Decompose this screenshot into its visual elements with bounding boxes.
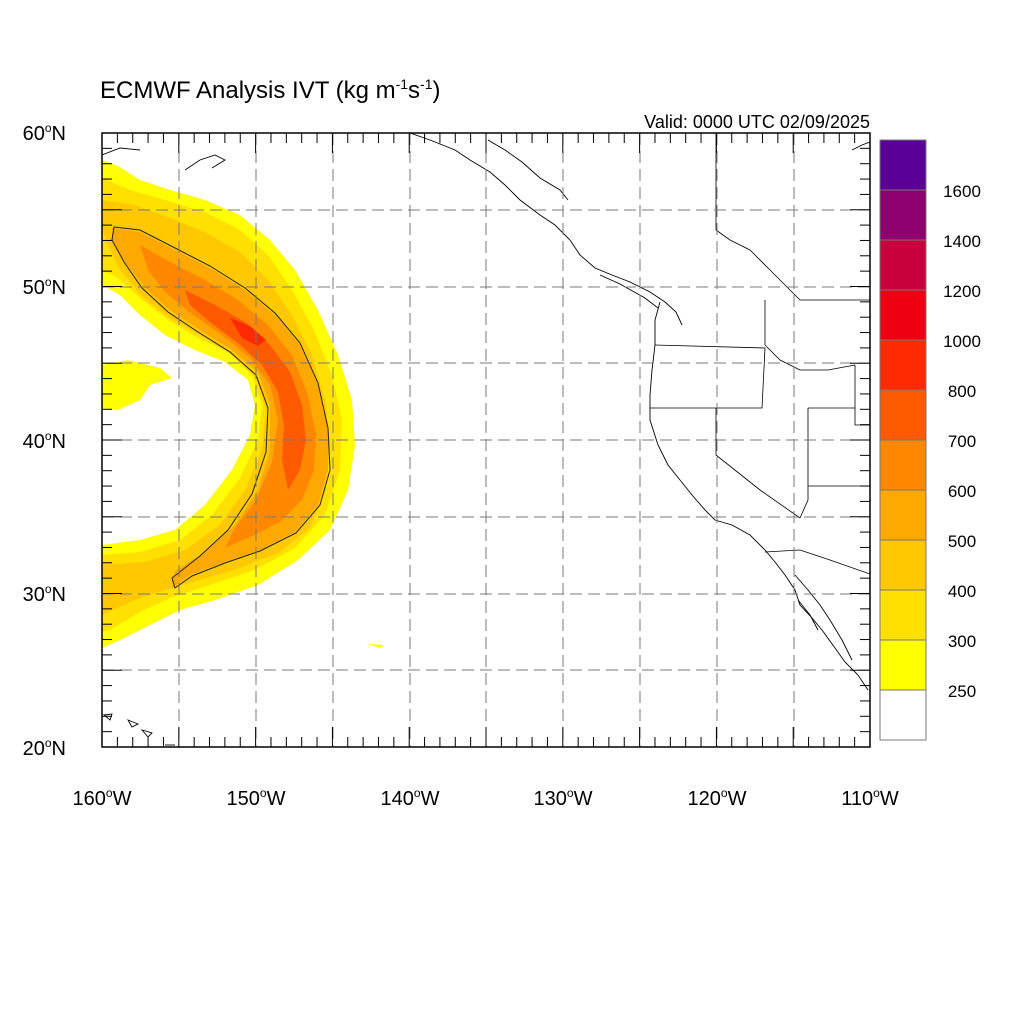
colorbar-box bbox=[879, 589, 927, 641]
colorbar-box bbox=[879, 639, 927, 691]
colorbar-box bbox=[879, 289, 927, 341]
cb-label-8: 1200 bbox=[943, 282, 981, 301]
lat-label-40: 40oN bbox=[23, 429, 66, 453]
colorbar-box bbox=[879, 689, 927, 741]
colorbar-box bbox=[879, 239, 927, 291]
cb-label-0: 250 bbox=[948, 682, 976, 701]
ivt-250-dot bbox=[368, 644, 384, 648]
cb-label-6: 800 bbox=[948, 382, 976, 401]
colorbar-box bbox=[879, 439, 927, 491]
colorbar-box bbox=[879, 489, 927, 541]
cb-label-3: 500 bbox=[948, 532, 976, 551]
colorbar-box bbox=[879, 539, 927, 591]
lat-label-20: 20oN bbox=[23, 736, 66, 760]
valid-time: Valid: 0000 UTC 02/09/2025 bbox=[644, 112, 870, 132]
cb-label-1: 300 bbox=[948, 632, 976, 651]
lon-labels: 160oW 150oW 140oW 130oW 120oW 110oW bbox=[73, 786, 899, 810]
cb-label-2: 400 bbox=[948, 582, 976, 601]
lon-label-160: 160oW bbox=[73, 786, 132, 810]
lon-label-140: 140oW bbox=[381, 786, 440, 810]
cb-label-5: 700 bbox=[948, 432, 976, 451]
lon-label-150: 150oW bbox=[227, 786, 286, 810]
colorbar-labels: 250 300 400 500 600 700 800 1000 1200 14… bbox=[943, 182, 981, 701]
lat-labels: 60oN 50oN 40oN 30oN 20oN bbox=[23, 121, 66, 760]
ivt-600-region bbox=[140, 245, 316, 548]
ivt-field bbox=[102, 160, 384, 648]
cb-label-10: 1600 bbox=[943, 182, 981, 201]
axis-ticks bbox=[101, 132, 871, 748]
cb-label-7: 1000 bbox=[943, 332, 981, 351]
lon-label-110: 110oW bbox=[841, 786, 899, 810]
lat-label-50: 50oN bbox=[23, 275, 66, 299]
lat-label-30: 30oN bbox=[23, 582, 66, 606]
lon-label-120: 120oW bbox=[688, 786, 747, 810]
cb-label-4: 600 bbox=[948, 482, 976, 501]
colorbar-box bbox=[879, 339, 927, 391]
state-borders bbox=[650, 133, 870, 575]
lon-label-130: 130oW bbox=[534, 786, 593, 810]
grid bbox=[102, 133, 870, 747]
colorbar-box bbox=[879, 389, 927, 441]
map-title: ECMWF Analysis IVT (kg m-1s-1) bbox=[100, 76, 441, 104]
ivt-250-patch bbox=[102, 360, 172, 410]
colorbar-box bbox=[879, 139, 927, 191]
ivt-800-core bbox=[230, 318, 266, 346]
cb-label-9: 1400 bbox=[943, 232, 981, 251]
colorbar-box bbox=[879, 189, 927, 241]
ivt-contour-line bbox=[111, 226, 331, 589]
colorbar bbox=[879, 139, 927, 741]
lat-label-60: 60oN bbox=[23, 121, 66, 145]
